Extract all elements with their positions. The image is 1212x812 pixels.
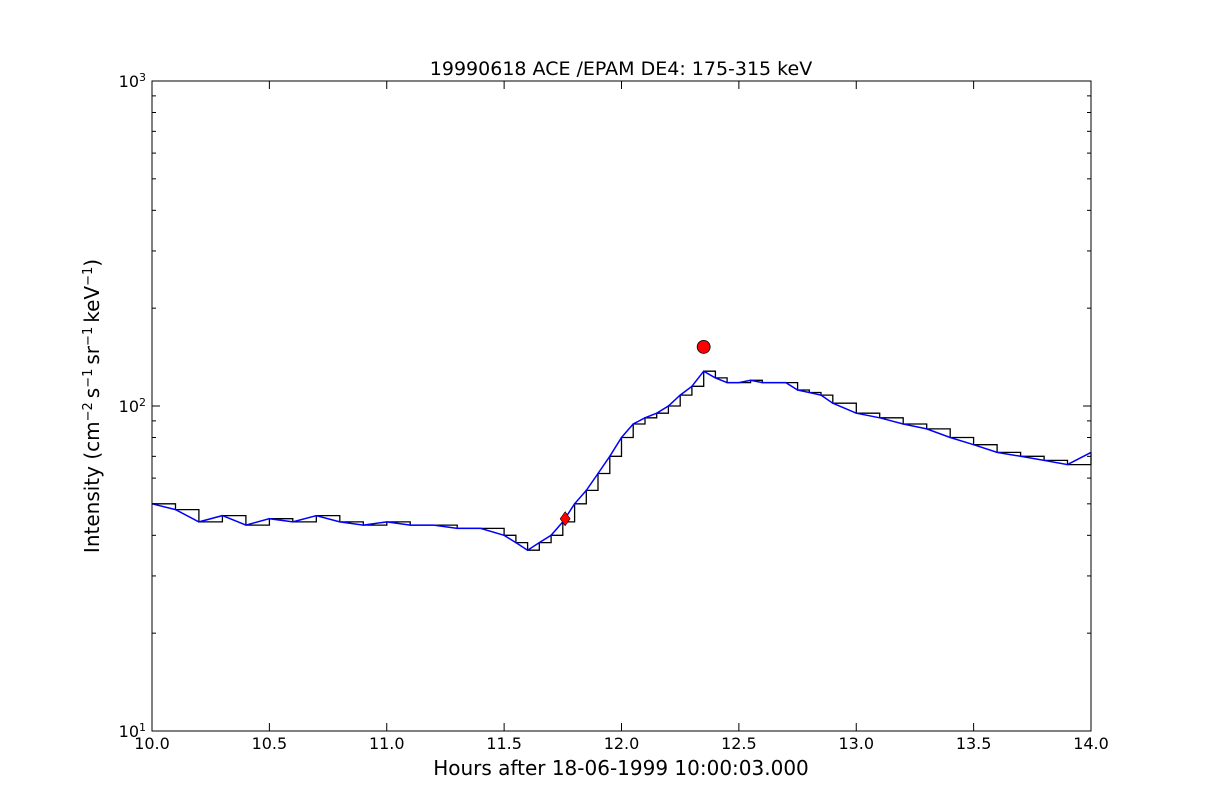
raw-intensity-line (152, 370, 1092, 551)
x-tick-label: 13.5 (956, 734, 992, 753)
onset-diamond-marker (559, 511, 571, 527)
data-traces (151, 370, 1092, 552)
event-markers (559, 340, 711, 527)
x-tick-label: 11.5 (486, 734, 522, 753)
x-tick-label: 13.0 (838, 734, 874, 753)
y-tick-label: 103 (119, 71, 146, 92)
y-tick-label: 101 (119, 721, 146, 742)
y-tick-label: 102 (119, 396, 146, 417)
x-tick-label: 10.0 (134, 734, 170, 753)
smoothed-intensity-line (151, 370, 1092, 552)
plot-frame (151, 80, 1092, 732)
peak-circle-marker (696, 340, 711, 354)
x-tick-label: 12.0 (604, 734, 640, 753)
axis-ticks: 10.0 10.5 11.0 11.5 12.0 12.5 13.0 13.5 14.0 101 1… (119, 71, 1109, 754)
y-axis-label: Intensity (cm−2s−1sr−1keV−1) (80, 259, 104, 553)
x-tick-label: 12.5 (721, 734, 757, 753)
x-axis-label: Hours after 18-06-1999 10:00:03.000 (433, 756, 809, 780)
chart-title: 19990618 ACE /EPAM DE4: 175-315 keV (430, 58, 812, 80)
x-tick-label: 11.0 (369, 734, 405, 753)
x-tick-label: 10.5 (252, 734, 288, 753)
x-tick-label: 14.0 (1073, 734, 1109, 753)
axes-frame (151, 80, 1092, 732)
